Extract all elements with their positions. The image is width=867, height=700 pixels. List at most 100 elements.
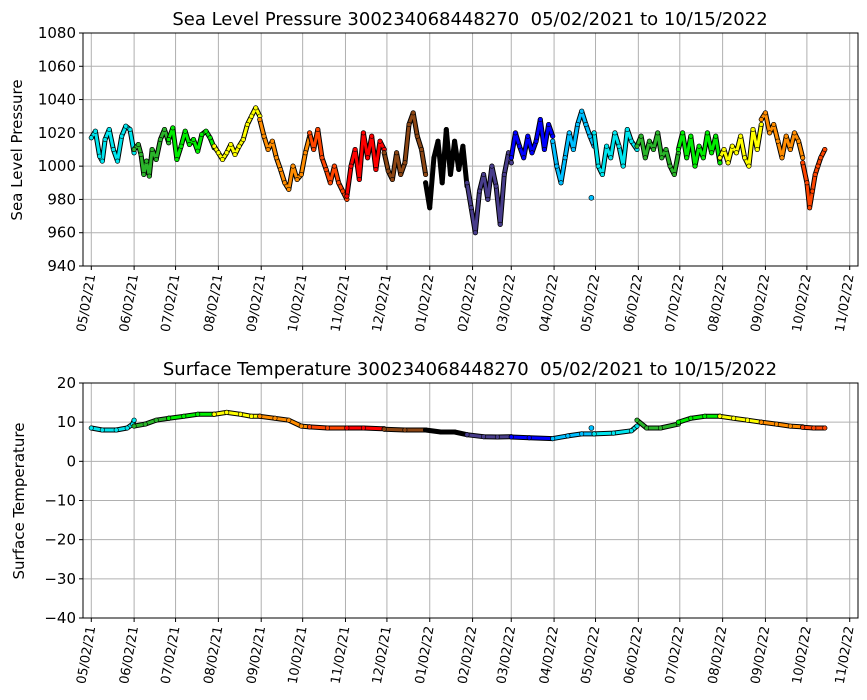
pressure-data-point — [144, 158, 150, 164]
temperature-data-point — [702, 413, 708, 419]
temperature-data-point — [758, 419, 764, 425]
temperature-chart-title: Surface Temperature 300234068448270 05/0… — [163, 359, 777, 380]
pressure-data-point — [822, 147, 828, 153]
pressure-data-point — [604, 143, 610, 149]
pressure-data-point — [663, 147, 669, 153]
pressure-data-point — [796, 138, 802, 144]
pressure-data-point — [211, 143, 217, 149]
pressure-data-point — [157, 137, 163, 143]
temperature-data-point — [272, 415, 278, 421]
pressure-data-point — [575, 122, 581, 128]
pressure-data-point — [541, 147, 547, 153]
pressure-data-point — [207, 135, 213, 141]
temperature-x-tick-label: 10/02/21 — [286, 625, 311, 685]
pressure-data-point — [195, 148, 201, 154]
pressure-data-point — [199, 132, 205, 138]
pressure-x-tick-label: 01/02/22 — [413, 273, 438, 333]
pressure-data-point — [508, 160, 514, 166]
temperature-data-point — [452, 429, 458, 435]
temperature-y-tick-label: 0 — [66, 452, 76, 470]
pressure-data-point — [729, 143, 735, 149]
pressure-data-point — [373, 167, 379, 173]
pressure-data-point — [273, 155, 279, 161]
pressure-data-point — [119, 133, 125, 139]
temperature-series — [88, 409, 828, 442]
pressure-data-point — [628, 138, 634, 144]
temperature-x-tick-label: 07/02/22 — [663, 625, 688, 685]
temperature-data-point — [423, 427, 429, 433]
pressure-data-point — [110, 147, 116, 153]
temperature-segment-14 — [676, 414, 722, 424]
temperature-y-tick-label: −10 — [44, 492, 76, 510]
pressure-data-point — [253, 105, 259, 111]
temperature-data-point — [257, 413, 263, 419]
pressure-data-point — [489, 163, 495, 169]
pressure-data-point — [220, 157, 226, 163]
temperature-data-point — [298, 423, 304, 429]
pressure-data-point — [804, 180, 810, 186]
pressure-data-point — [497, 221, 503, 227]
pressure-y-tick-label: 960 — [47, 224, 76, 242]
pressure-x-tick-label: 03/02/22 — [494, 273, 519, 333]
temperature-data-point — [787, 423, 793, 429]
pressure-data-point — [166, 137, 172, 143]
pressure-data-point — [800, 160, 806, 166]
pressure-data-point — [717, 160, 723, 166]
pressure-data-point — [775, 138, 781, 144]
temperature-x-tick-label: 04/02/22 — [537, 625, 562, 685]
temperature-data-point — [675, 419, 681, 425]
pressure-data-point — [464, 180, 470, 186]
pressure-data-point — [414, 133, 420, 139]
temperature-data-point — [717, 413, 723, 419]
temperature-x-tick-label: 09/02/21 — [244, 625, 269, 685]
pressure-data-point — [302, 150, 308, 156]
pressure-data-point — [642, 155, 648, 161]
pressure-data-point — [608, 155, 614, 161]
temperature-outlier-point — [588, 425, 595, 431]
pressure-data-point — [352, 147, 358, 153]
temperature-data-point — [381, 426, 387, 432]
temperature-segment-2 — [167, 412, 216, 420]
pressure-data-point — [311, 147, 317, 153]
pressure-data-point — [595, 163, 601, 169]
temperature-data-point — [634, 417, 640, 423]
pressure-outlier-point — [588, 195, 595, 201]
pressure-chart-title: Sea Level Pressure 300234068448270 05/02… — [172, 9, 767, 30]
pressure-x-tick-label: 05/02/22 — [579, 273, 604, 333]
temperature-x-tick-label: 09/02/22 — [748, 625, 773, 685]
pressure-data-point — [423, 172, 429, 178]
temperature-segment-1 — [132, 416, 171, 428]
pressure-x-tick-label: 10/02/21 — [286, 273, 311, 333]
pressure-y-axis-label: Sea Level Pressure — [8, 79, 26, 220]
pressure-data-point — [290, 163, 296, 169]
pressure-x-tick-label: 11/02/22 — [833, 273, 858, 333]
pressure-data-point — [709, 150, 715, 156]
pressure-data-point — [675, 147, 681, 153]
pressure-y-tick-label: 940 — [47, 257, 76, 275]
pressure-x-tick-label: 07/02/21 — [159, 273, 184, 333]
pressure-data-point — [153, 157, 159, 163]
pressure-data-point — [203, 128, 209, 134]
temperature-data-point — [644, 425, 650, 431]
pressure-data-point — [344, 193, 350, 199]
temperature-data-point — [773, 421, 779, 427]
pressure-segment-16 — [759, 111, 805, 160]
pressure-data-point — [286, 186, 292, 192]
temperature-y-axis-label: Surface Temperature — [10, 423, 28, 580]
pressure-data-point — [612, 130, 618, 136]
pressure-x-tick-label: 10/02/22 — [790, 273, 815, 333]
pressure-data-point — [634, 143, 640, 149]
pressure-data-point — [127, 127, 133, 133]
pressure-segment-5 — [308, 128, 349, 201]
pressure-data-point — [554, 163, 560, 169]
pressure-data-point — [742, 155, 748, 161]
pressure-data-point — [269, 138, 275, 144]
temperature-data-point — [99, 427, 105, 433]
temperature-data-point — [195, 411, 201, 417]
pressure-data-point — [512, 130, 518, 136]
pressure-data-point — [671, 172, 677, 178]
pressure-segment-9 — [465, 151, 513, 235]
pressure-data-point — [182, 128, 188, 134]
pressure-data-point — [385, 168, 391, 174]
temperature-data-point — [464, 432, 470, 438]
